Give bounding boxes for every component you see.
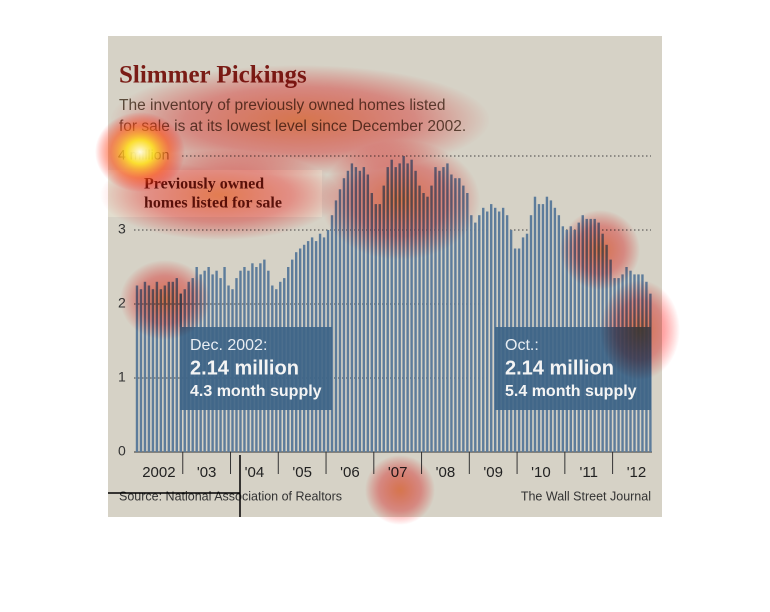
- bar: [334, 200, 338, 452]
- bar: [390, 159, 393, 452]
- annotation-text: 2.14 million: [505, 357, 614, 379]
- bar: [159, 289, 163, 452]
- bar: [362, 167, 366, 452]
- bar: [394, 167, 397, 452]
- bar: [370, 193, 374, 452]
- x-tick-label: '05: [292, 464, 312, 481]
- bar: [442, 167, 445, 452]
- bar: [450, 174, 453, 452]
- bar: [438, 170, 441, 453]
- bar: [382, 185, 385, 452]
- source: Source: National Association of Realtors: [119, 489, 342, 503]
- bar: [143, 281, 147, 452]
- bar: [446, 163, 449, 452]
- bar: [350, 163, 354, 452]
- bar: [482, 207, 485, 452]
- subtitle: for sale is at its lowest level since De…: [119, 118, 466, 135]
- bar: [414, 170, 417, 453]
- bar: [474, 222, 477, 452]
- x-tick-label: '09: [483, 464, 503, 481]
- annotation-box: [180, 327, 332, 410]
- bar: [478, 215, 481, 452]
- x-tick-label: 2002: [142, 464, 175, 481]
- x-tick-label: '12: [627, 464, 647, 481]
- bar: [366, 174, 370, 452]
- y-tick-label: 3: [118, 221, 126, 237]
- x-tick-label: '07: [388, 464, 408, 481]
- bar: [171, 281, 175, 452]
- bar: [402, 156, 405, 452]
- bar: [462, 185, 465, 452]
- x-tick-label: '04: [245, 464, 265, 481]
- bar: [545, 196, 549, 452]
- bar: [338, 189, 342, 453]
- bar: [163, 285, 167, 452]
- bar: [486, 211, 489, 452]
- annotation-text: Dec. 2002:: [190, 337, 267, 354]
- bar: [175, 278, 178, 452]
- bar: [470, 215, 473, 452]
- chart-title: Slimmer Pickings: [119, 62, 307, 89]
- bar: [374, 204, 377, 452]
- bar: [155, 281, 159, 452]
- bar: [458, 178, 461, 452]
- x-tick-label: '11: [580, 464, 598, 481]
- bar: [549, 200, 553, 452]
- bar: [410, 159, 413, 452]
- bar: [422, 193, 425, 452]
- bar: [418, 185, 421, 452]
- bar: [342, 178, 346, 452]
- y-tick-label: 1: [118, 369, 126, 385]
- bar: [490, 204, 493, 452]
- bar: [346, 170, 350, 453]
- x-tick-label: '06: [340, 464, 360, 481]
- bar: [139, 289, 143, 452]
- bar: [147, 285, 151, 452]
- credit: The Wall Street Journal: [521, 489, 651, 503]
- bar: [386, 167, 389, 452]
- bar: [430, 185, 433, 452]
- legend-text: homes listed for sale: [144, 195, 282, 212]
- bar: [135, 285, 139, 452]
- bar: [434, 167, 437, 452]
- subtitle: The inventory of previously owned homes …: [119, 97, 446, 114]
- legend-text: Previously owned: [144, 176, 264, 193]
- bar: [406, 163, 409, 452]
- x-tick-label: '08: [436, 464, 456, 481]
- bar: [398, 163, 401, 452]
- bar: [167, 281, 171, 452]
- annotation-text: 4.3 month supply: [190, 383, 322, 400]
- bar: [151, 289, 155, 452]
- y-tick-label: 4 million: [118, 147, 169, 163]
- bar: [378, 204, 381, 452]
- bar: [426, 196, 429, 452]
- x-tick-label: '10: [531, 464, 551, 481]
- y-tick-label: 2: [118, 295, 126, 311]
- x-tick-label: '03: [197, 464, 217, 481]
- annotation-text: Oct.:: [505, 337, 539, 354]
- y-tick-label: 0: [118, 443, 126, 459]
- bar: [533, 196, 537, 452]
- bar: [354, 167, 358, 452]
- bar: [454, 178, 457, 452]
- annotation-text: 5.4 month supply: [505, 383, 637, 400]
- bar: [330, 215, 334, 452]
- bar: [358, 170, 362, 453]
- bar: [466, 193, 469, 452]
- annotation-text: 2.14 million: [190, 357, 299, 379]
